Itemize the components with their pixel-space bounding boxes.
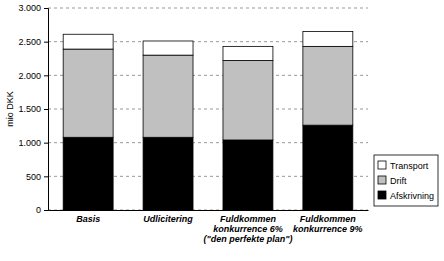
- x-tick: Fuldkommenkonkurrence 6%("den perfekte p…: [203, 210, 292, 244]
- y-axis: 0 500 1.000 1.500 2.000 2.500 3.000: [18, 3, 48, 215]
- bar-segment: [63, 34, 113, 49]
- x-tick: Fuldkommenkonkurrence 9%: [293, 210, 363, 234]
- bar-segment: [63, 137, 113, 210]
- grid: [48, 8, 368, 210]
- y-tick-mark: [44, 75, 48, 76]
- x-axis-line: [49, 210, 369, 211]
- y-tick-mark: [44, 210, 48, 211]
- x-tick-label: Udlicitering: [143, 214, 193, 224]
- y-tick: 3.000: [18, 3, 48, 13]
- y-tick-mark: [44, 109, 48, 110]
- y-tick: 500: [26, 172, 48, 182]
- x-tick-label: Fuldkommenkonkurrence 9%: [293, 214, 363, 234]
- y-tick-label: 1.000: [18, 138, 41, 148]
- bar-segment: [303, 32, 353, 47]
- legend-label: Drift: [390, 176, 407, 186]
- y-tick-label: 2.500: [18, 37, 41, 47]
- y-tick-label: 1.500: [18, 104, 41, 114]
- legend-box: [374, 155, 438, 206]
- bar-segment: [143, 41, 193, 55]
- x-axis: Basis Udlicitering Fuldkommenkonkurrence 6…: [49, 210, 369, 244]
- bar-segment: [303, 125, 353, 210]
- legend-swatch: [378, 161, 386, 169]
- bar-segment: [303, 46, 353, 125]
- bar-segment: [223, 46, 273, 60]
- bar-segment: [143, 55, 193, 137]
- y-tick-label: 2.000: [18, 71, 41, 81]
- y-tick-mark: [44, 8, 48, 9]
- bar-segment: [63, 49, 113, 137]
- grid-line: [48, 8, 368, 9]
- y-tick-label: 500: [26, 172, 41, 182]
- legend-label: Transport: [390, 161, 429, 171]
- x-tick-label: Basis: [76, 214, 100, 224]
- y-axis-line: [44, 9, 49, 211]
- y-axis-title: mio DKK: [5, 91, 15, 127]
- legend: Transport Drift Afskrivning: [374, 155, 438, 206]
- y-tick: 2.000: [18, 71, 48, 81]
- legend-label: Afskrivning: [390, 191, 434, 201]
- y-tick: 1.000: [18, 138, 48, 148]
- y-tick: 2.500: [18, 37, 48, 47]
- bar-segment: [143, 137, 193, 210]
- y-tick-mark: [44, 176, 48, 177]
- y-tick-mark: [44, 143, 48, 144]
- legend-swatch: [378, 176, 386, 184]
- x-tick: Basis: [76, 210, 100, 224]
- bar-segment: [223, 61, 273, 140]
- x-tick-label: Fuldkommenkonkurrence 6%("den perfekte p…: [203, 214, 292, 244]
- bars: [63, 32, 353, 210]
- y-tick: 0: [36, 205, 48, 215]
- y-tick-label: 3.000: [18, 3, 41, 13]
- y-tick-label: 0: [36, 205, 41, 215]
- y-tick: 1.500: [18, 104, 48, 114]
- plot: 0 500 1.000 1.500 2.000 2.500 3.000 Basis Udlici…: [18, 3, 368, 243]
- chart: 0 500 1.000 1.500 2.000 2.500 3.000 Basis Udlici…: [0, 0, 444, 261]
- x-tick: Udlicitering: [143, 210, 193, 224]
- bar-segment: [223, 140, 273, 210]
- y-tick-mark: [44, 42, 48, 43]
- legend-swatch: [378, 191, 386, 199]
